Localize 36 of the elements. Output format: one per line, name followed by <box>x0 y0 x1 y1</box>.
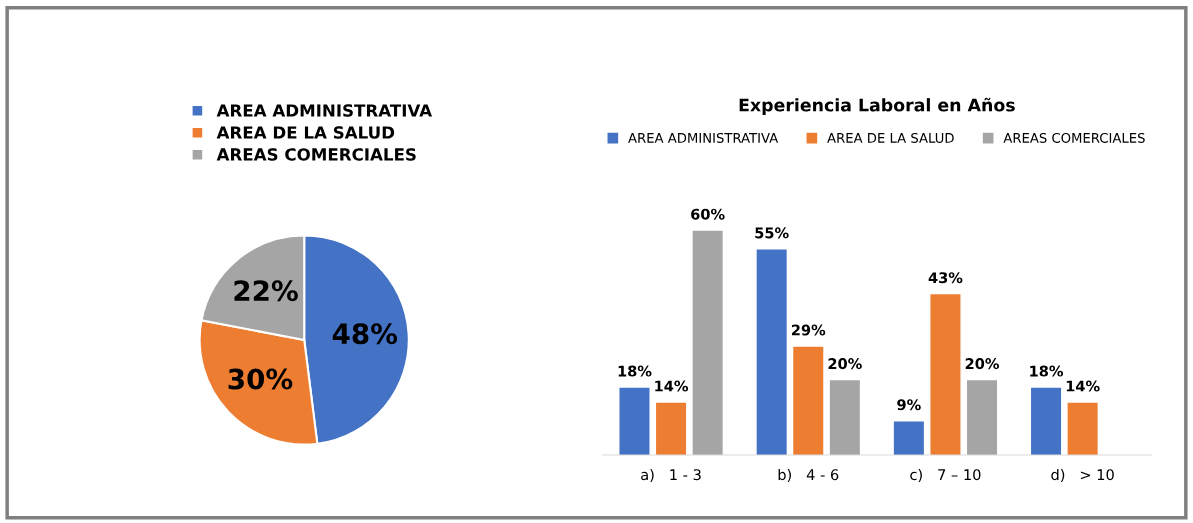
legend-label: AREA DE LA SALUD <box>827 132 954 143</box>
x-tick-label: b) 4 - 6 <box>778 468 839 482</box>
legend-label: AREAS COMERCIALES <box>216 148 416 161</box>
data-label: 43% <box>928 272 963 284</box>
bar <box>656 402 687 456</box>
bar <box>1031 387 1062 456</box>
data-label: 22% <box>234 280 298 302</box>
bar <box>967 380 998 456</box>
bar <box>756 249 787 456</box>
data-label: 18% <box>618 365 652 377</box>
bar <box>829 380 860 456</box>
legend-label: AREAS COMERCIALES <box>1003 132 1145 143</box>
bar <box>930 294 961 456</box>
data-label: 14% <box>655 380 689 392</box>
legend-label: AREA DE LA SALUD <box>216 126 395 139</box>
bar <box>893 421 924 456</box>
bar <box>793 346 824 456</box>
data-label: 55% <box>755 227 789 239</box>
data-label: 60% <box>691 208 725 220</box>
bar <box>1067 402 1098 456</box>
data-label: 14% <box>1066 380 1100 392</box>
data-label: 20% <box>828 358 862 370</box>
x-tick-label: c) 7 – 10 <box>910 468 981 482</box>
legend-label: AREA ADMINISTRATIVA <box>628 132 779 143</box>
data-label: 9% <box>897 399 921 411</box>
data-label: 18% <box>1030 365 1064 377</box>
x-tick-label: a) 1 - 3 <box>641 468 701 482</box>
data-label: 30% <box>228 368 293 390</box>
chart-title: Experiencia Laboral en Años <box>739 97 1015 115</box>
data-label: 20% <box>965 358 1000 370</box>
data-label: 48% <box>332 323 398 345</box>
bar <box>692 230 723 456</box>
data-label: 29% <box>791 324 826 336</box>
bar <box>619 387 650 456</box>
legend-label: AREA ADMINISTRATIVA <box>216 104 433 117</box>
x-tick-label: d) > 10 <box>1051 468 1114 482</box>
